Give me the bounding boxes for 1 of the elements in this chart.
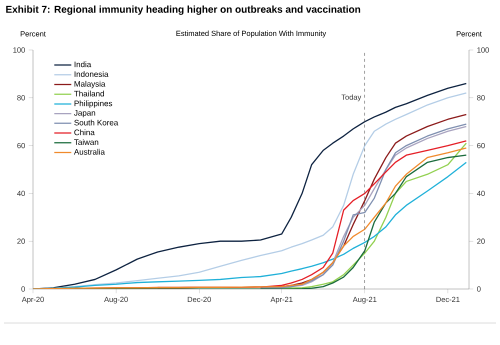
chart-title: Exhibit 7: Regional immunity heading higher on outbreaks and vaccination [6, 6, 360, 15]
